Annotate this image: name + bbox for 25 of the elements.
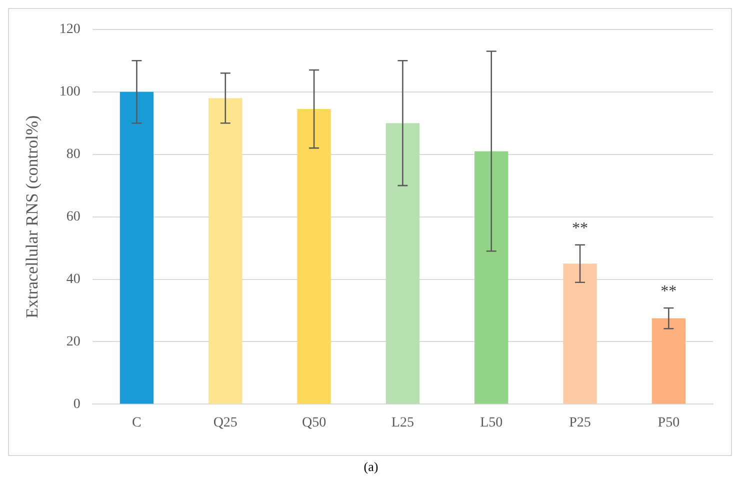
x-tick-label: C <box>132 415 142 430</box>
bar <box>208 98 242 404</box>
x-tick-label: P50 <box>658 415 680 430</box>
y-tick-label: 100 <box>59 84 80 100</box>
y-axis-title: Extracellular RNS (control%) <box>22 115 42 318</box>
y-tick-label: 80 <box>66 147 80 162</box>
y-tick-label: 20 <box>66 334 80 350</box>
bar <box>297 109 331 404</box>
bar <box>563 264 597 404</box>
y-tick-label: 40 <box>66 272 80 287</box>
x-tick-label: L25 <box>391 415 414 430</box>
text: (a) <box>362 459 380 475</box>
bar <box>386 123 420 404</box>
y-tick-label: 60 <box>66 209 80 224</box>
x-tick-label: Q50 <box>302 415 326 430</box>
bar <box>652 318 686 404</box>
x-tick-label: Q25 <box>213 415 238 430</box>
y-tick-label: 120 <box>59 22 80 38</box>
x-tick-label: L50 <box>480 415 503 430</box>
annotation: ** <box>660 283 677 300</box>
annotation: ** <box>572 220 588 238</box>
y-tick-label: 0 <box>73 396 80 412</box>
x-tick-label: P25 <box>569 415 591 430</box>
bar <box>120 92 154 404</box>
bar <box>474 151 508 404</box>
